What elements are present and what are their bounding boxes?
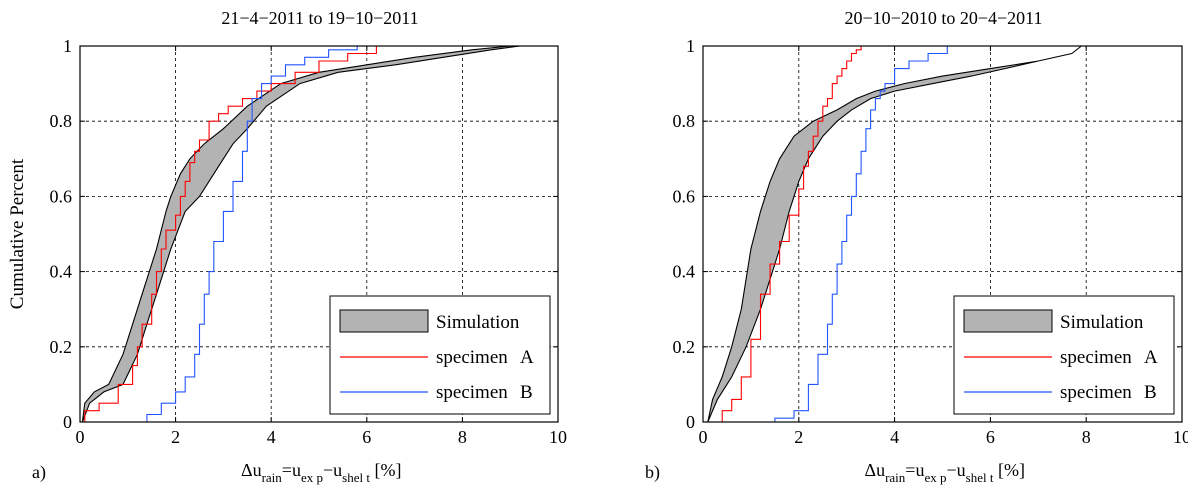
legend-id-specimen-a: A — [1144, 347, 1158, 368]
chart-panel-b: 0 2 4 6 8 10 0 0.2 0.4 0.6 0.8 1 20−10−2010 to 20−4−… — [645, 8, 1188, 485]
x-axis-label: Δurain=uex p−ushel t [%] — [241, 460, 401, 485]
chart-title: 21−4−2011 to 19−10−2011 — [221, 8, 418, 28]
axes-frame — [79, 45, 559, 423]
x-tick-label: 8 — [458, 427, 467, 447]
x-tick-label: 4 — [267, 427, 276, 447]
legend-swatch-simulation — [339, 309, 429, 333]
legend-label-specimen-b: specimen — [1060, 382, 1132, 403]
specimen-a-line — [712, 45, 871, 423]
axes-frame — [702, 45, 1183, 423]
y-tick-label: 0.2 — [673, 337, 696, 357]
y-tick-label: 0 — [686, 412, 695, 432]
y-tick-label: 1 — [63, 36, 72, 56]
legend-id-specimen-b: B — [1144, 382, 1157, 403]
x-tick-label: 2 — [171, 427, 180, 447]
y-tick-label: 0.8 — [50, 111, 73, 131]
x-tick-label: 2 — [794, 427, 803, 447]
x-tick-label: 4 — [890, 427, 899, 447]
chart-panel-a: 0 2 4 6 8 10 0 0.2 0.4 0.6 0.8 1 21−4−2011 to 19−10−… — [7, 8, 567, 485]
specimen-a-line — [80, 46, 377, 423]
legend-label-specimen-a: specimen — [436, 347, 508, 368]
x-tick-label: 0 — [699, 427, 708, 447]
legend-label-specimen-a: specimen — [1060, 347, 1132, 368]
legend-label-simulation: Simulation — [1060, 312, 1144, 333]
y-axis-label: Cumulative Percent — [7, 158, 28, 309]
panel-label: b) — [645, 462, 660, 483]
y-tick-label: 0.2 — [50, 337, 73, 357]
legend-id-specimen-b: B — [520, 382, 533, 403]
y-tick-label: 1 — [686, 36, 695, 56]
x-tick-label: 0 — [76, 427, 85, 447]
legend-label-simulation: Simulation — [436, 312, 520, 333]
y-tick-label: 0.6 — [673, 186, 696, 206]
chart-title: 20−10−2010 to 20−4−2011 — [845, 8, 1043, 28]
x-axis-label: Δurain=uex p−ushel t [%] — [865, 460, 1025, 485]
y-tick-label: 0.8 — [673, 111, 696, 131]
legend-swatch-simulation — [963, 309, 1053, 333]
x-tick-label: 6 — [362, 427, 371, 447]
legend-label-specimen-b: specimen — [436, 382, 508, 403]
panel-label: a) — [32, 462, 46, 483]
x-tick-label: 10 — [549, 427, 567, 447]
y-tick-label: 0.4 — [50, 262, 73, 282]
x-tick-label: 6 — [986, 427, 995, 447]
legend-id-specimen-a: A — [520, 347, 534, 368]
y-tick-label: 0.4 — [673, 262, 696, 282]
y-tick-label: 0 — [63, 412, 72, 432]
y-tick-label: 0.6 — [50, 186, 73, 206]
specimen-b-line — [760, 46, 948, 423]
x-tick-label: 10 — [1173, 427, 1188, 447]
specimen-b-line — [142, 45, 377, 423]
x-tick-label: 8 — [1082, 427, 1091, 447]
